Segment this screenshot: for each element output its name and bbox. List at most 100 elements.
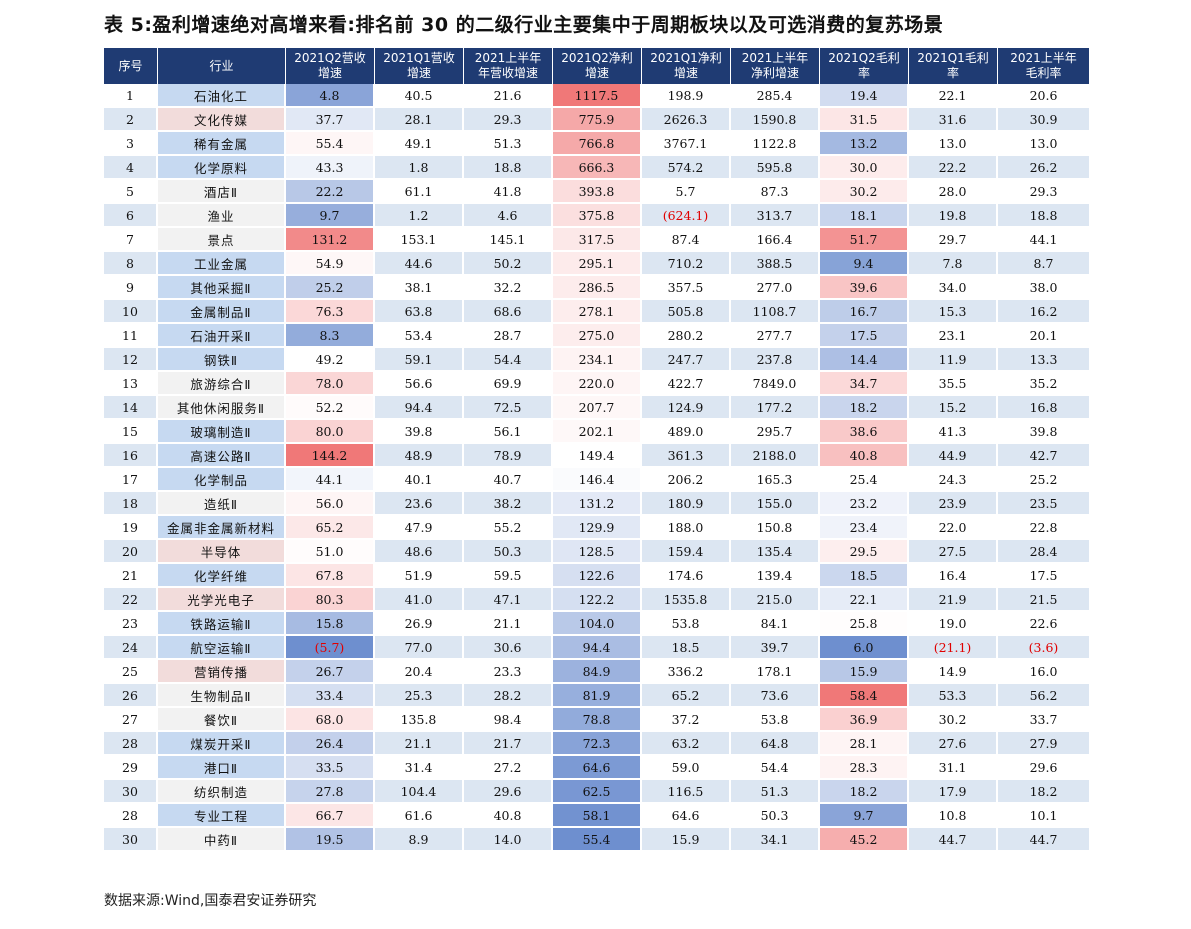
industry-cell: 其他采掘Ⅱ bbox=[158, 276, 286, 300]
value-cell: 10.8 bbox=[909, 804, 998, 828]
value-cell: 34.7 bbox=[820, 372, 909, 396]
row-index-cell: 27 bbox=[104, 708, 158, 732]
value-cell: 54.9 bbox=[286, 252, 375, 276]
value-cell: 131.2 bbox=[286, 228, 375, 252]
value-cell: 14.0 bbox=[464, 828, 553, 852]
value-cell: 38.0 bbox=[998, 276, 1089, 300]
value-cell: 422.7 bbox=[642, 372, 731, 396]
table-row: 20 半导体 51.0 48.6 50.3 128.5 159.4 135.4 29.5 27.5… bbox=[104, 540, 1089, 564]
column-header: 2021上半年 年营收增速 bbox=[464, 48, 553, 84]
table-row: 29 港口Ⅱ 33.5 31.4 27.2 64.6 59.0 54.4 28.3 31.1 29.… bbox=[104, 756, 1089, 780]
table-row: 13 旅游综合Ⅱ 78.0 56.6 69.9 220.0 422.7 7849.0 34.7 3… bbox=[104, 372, 1089, 396]
table-row: 7 景点 131.2 153.1 145.1 317.5 87.4 166.4 51.7 29.7… bbox=[104, 228, 1089, 252]
value-cell: 22.0 bbox=[909, 516, 998, 540]
value-cell: 51.3 bbox=[464, 132, 553, 156]
value-cell: 25.3 bbox=[375, 684, 464, 708]
value-cell: 317.5 bbox=[553, 228, 642, 252]
industry-cell: 港口Ⅱ bbox=[158, 756, 286, 780]
industry-cell: 纺织制造 bbox=[158, 780, 286, 804]
value-cell: 26.9 bbox=[375, 612, 464, 636]
value-cell: 18.5 bbox=[820, 564, 909, 588]
value-cell: 202.1 bbox=[553, 420, 642, 444]
value-cell: 87.3 bbox=[731, 180, 820, 204]
table-row: 10 金属制品Ⅱ 76.3 63.8 68.6 278.1 505.8 1108.7 16.7 1… bbox=[104, 300, 1089, 324]
row-index-cell: 29 bbox=[104, 756, 158, 780]
value-cell: 65.2 bbox=[642, 684, 731, 708]
industry-cell: 化学原料 bbox=[158, 156, 286, 180]
value-cell: 56.2 bbox=[998, 684, 1089, 708]
value-cell: (21.1) bbox=[909, 636, 998, 660]
value-cell: 94.4 bbox=[553, 636, 642, 660]
industry-cell: 酒店Ⅱ bbox=[158, 180, 286, 204]
value-cell: 139.4 bbox=[731, 564, 820, 588]
industry-cell: 石油开采Ⅱ bbox=[158, 324, 286, 348]
table-row: 15 玻璃制造Ⅱ 80.0 39.8 56.1 202.1 489.0 295.7 38.6 41… bbox=[104, 420, 1089, 444]
value-cell: 54.4 bbox=[731, 756, 820, 780]
row-index-cell: 28 bbox=[104, 732, 158, 756]
value-cell: 22.6 bbox=[998, 612, 1089, 636]
value-cell: 14.4 bbox=[820, 348, 909, 372]
value-cell: 49.1 bbox=[375, 132, 464, 156]
value-cell: 286.5 bbox=[553, 276, 642, 300]
value-cell: 28.7 bbox=[464, 324, 553, 348]
industry-cell: 营销传播 bbox=[158, 660, 286, 684]
value-cell: 21.1 bbox=[375, 732, 464, 756]
value-cell: 122.6 bbox=[553, 564, 642, 588]
value-cell: 58.1 bbox=[553, 804, 642, 828]
value-cell: 34.1 bbox=[731, 828, 820, 852]
value-cell: 15.9 bbox=[642, 828, 731, 852]
value-cell: 73.6 bbox=[731, 684, 820, 708]
value-cell: 61.6 bbox=[375, 804, 464, 828]
row-index-cell: 21 bbox=[104, 564, 158, 588]
industry-cell: 煤炭开采Ⅱ bbox=[158, 732, 286, 756]
row-index-cell: 16 bbox=[104, 444, 158, 468]
value-cell: 155.0 bbox=[731, 492, 820, 516]
industry-cell: 航空运输Ⅱ bbox=[158, 636, 286, 660]
row-index-cell: 2 bbox=[104, 108, 158, 132]
table-row: 27 餐饮Ⅱ 68.0 135.8 98.4 78.8 37.2 53.8 36.9 30.2 33… bbox=[104, 708, 1089, 732]
industry-cell: 中药Ⅱ bbox=[158, 828, 286, 852]
value-cell: 30.0 bbox=[820, 156, 909, 180]
value-cell: 145.1 bbox=[464, 228, 553, 252]
table-header-row: 序号 行业 2021Q2营收 增速 2021Q1营收 增速 2021上半年 年营收增速 2… bbox=[104, 48, 1089, 84]
value-cell: 59.5 bbox=[464, 564, 553, 588]
value-cell: 11.9 bbox=[909, 348, 998, 372]
row-index-cell: 7 bbox=[104, 228, 158, 252]
value-cell: 234.1 bbox=[553, 348, 642, 372]
industry-cell: 金属制品Ⅱ bbox=[158, 300, 286, 324]
value-cell: 64.6 bbox=[642, 804, 731, 828]
table-row: 30 纺织制造 27.8 104.4 29.6 62.5 116.5 51.3 18.2 17.9… bbox=[104, 780, 1089, 804]
value-cell: 237.8 bbox=[731, 348, 820, 372]
table-row: 26 生物制品Ⅱ 33.4 25.3 28.2 81.9 65.2 73.6 58.4 53.3 5… bbox=[104, 684, 1089, 708]
value-cell: 80.3 bbox=[286, 588, 375, 612]
column-header: 2021Q1净利 增速 bbox=[642, 48, 731, 84]
value-cell: 29.6 bbox=[464, 780, 553, 804]
value-cell: 44.1 bbox=[286, 468, 375, 492]
value-cell: 19.4 bbox=[820, 84, 909, 108]
value-cell: 15.9 bbox=[820, 660, 909, 684]
value-cell: 44.9 bbox=[909, 444, 998, 468]
value-cell: 27.8 bbox=[286, 780, 375, 804]
value-cell: 44.6 bbox=[375, 252, 464, 276]
value-cell: 78.9 bbox=[464, 444, 553, 468]
row-index-cell: 17 bbox=[104, 468, 158, 492]
value-cell: 23.5 bbox=[998, 492, 1089, 516]
value-cell: 13.0 bbox=[909, 132, 998, 156]
row-index-cell: 18 bbox=[104, 492, 158, 516]
table-row: 9 其他采掘Ⅱ 25.2 38.1 32.2 286.5 357.5 277.0 39.6 34.… bbox=[104, 276, 1089, 300]
value-cell: 20.4 bbox=[375, 660, 464, 684]
value-cell: 58.4 bbox=[820, 684, 909, 708]
industry-cell: 金属非金属新材料 bbox=[158, 516, 286, 540]
value-cell: 19.8 bbox=[909, 204, 998, 228]
value-cell: 23.3 bbox=[464, 660, 553, 684]
column-header: 序号 bbox=[104, 48, 158, 84]
value-cell: 28.0 bbox=[909, 180, 998, 204]
value-cell: 66.7 bbox=[286, 804, 375, 828]
value-cell: 30.6 bbox=[464, 636, 553, 660]
value-cell: 23.6 bbox=[375, 492, 464, 516]
value-cell: 24.3 bbox=[909, 468, 998, 492]
value-cell: 9.4 bbox=[820, 252, 909, 276]
value-cell: 361.3 bbox=[642, 444, 731, 468]
value-cell: 25.8 bbox=[820, 612, 909, 636]
value-cell: 13.3 bbox=[998, 348, 1089, 372]
